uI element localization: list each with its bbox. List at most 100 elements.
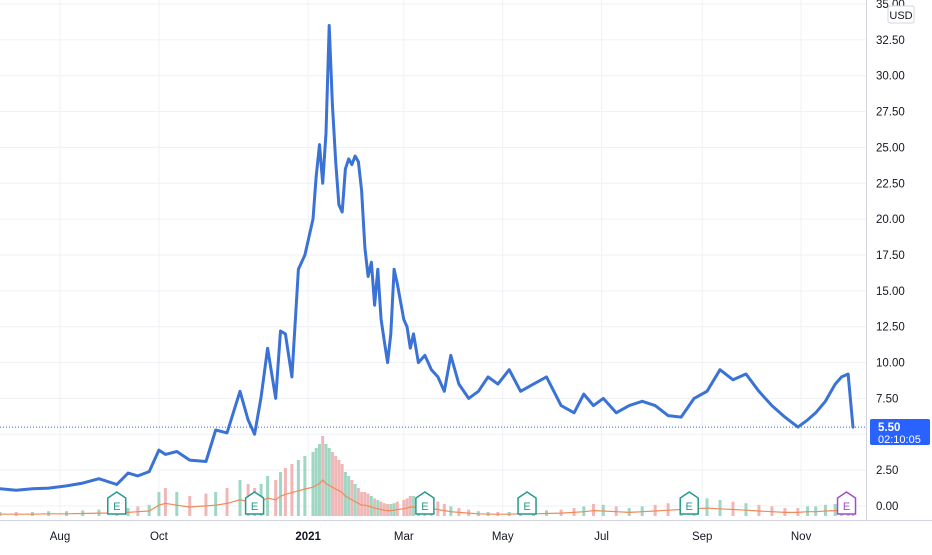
time-axis[interactable]: Aug Oct 2021 Mar May Jul Sep Nov (50, 531, 812, 543)
volume-bar (321, 436, 325, 516)
volume-bar (376, 500, 380, 516)
y-tick-label: 22.50 (876, 178, 905, 190)
earnings-marker[interactable]: E (679, 491, 699, 515)
volume-bar (353, 484, 357, 516)
bar-countdown: 02:10:05 (878, 434, 921, 446)
volume-bar (373, 498, 377, 516)
volume-bar (327, 448, 331, 516)
y-tick-label: 10.00 (876, 358, 905, 370)
volume-bar (163, 488, 167, 516)
earnings-marker-shape (679, 491, 699, 515)
earnings-marker[interactable]: E (415, 491, 435, 515)
x-tick-label: 2021 (295, 531, 321, 543)
volume-bar (204, 493, 208, 516)
volume-bar (337, 460, 341, 516)
volume-bar (718, 500, 722, 516)
earnings-marker-shape (415, 491, 435, 515)
volume-bar (283, 468, 287, 516)
y-tick-label: 32.50 (876, 35, 905, 47)
y-tick-label: 2.50 (876, 465, 898, 477)
y-tick-label: 17.50 (876, 250, 905, 262)
volume-bar (334, 456, 338, 516)
earnings-marker[interactable]: E (836, 491, 857, 515)
volume-bar (330, 452, 334, 516)
volume-bar (343, 472, 347, 516)
volume-bar (311, 452, 315, 516)
volume-bar (592, 504, 596, 516)
volume-bar (360, 492, 364, 516)
currency-label: USD (889, 10, 912, 22)
earnings-marker-label: E (113, 501, 120, 513)
earnings-marker-label: E (251, 501, 258, 513)
volume-bar (214, 492, 218, 516)
x-tick-label: Aug (50, 531, 70, 543)
earnings-marker[interactable]: E (517, 491, 537, 515)
last-price-label (870, 419, 930, 445)
earnings-marker-label: E (421, 501, 428, 513)
y-tick-label: 30.00 (876, 71, 905, 83)
volume-bar (279, 472, 283, 516)
y-tick-label: 12.50 (876, 322, 905, 334)
volume-bar (653, 504, 657, 516)
earnings-marker-shape (244, 491, 265, 515)
volume-bar (188, 496, 192, 516)
volume-bar (408, 496, 412, 516)
volume-bar (175, 492, 179, 516)
volume-bar (833, 504, 837, 516)
volume-bar (303, 456, 307, 516)
volume-bar (366, 493, 370, 516)
volume-bar (436, 501, 440, 516)
currency-badge[interactable] (887, 5, 915, 24)
volume-bar (238, 480, 242, 516)
volume-bar (274, 480, 278, 516)
earnings-marker[interactable]: E (244, 491, 265, 515)
volume-bar (705, 498, 709, 516)
volume-bar (757, 504, 761, 516)
volume-bar (225, 488, 229, 516)
grid-lines (0, 0, 866, 520)
volume-bar (731, 501, 735, 516)
earnings-marker-shape (836, 491, 857, 515)
volume-bar (324, 444, 328, 516)
earnings-marker-label: E (843, 501, 850, 513)
earnings-marker-shape (517, 491, 537, 515)
volume-bar (369, 496, 373, 516)
volume-bar (350, 480, 354, 516)
volume-bar (412, 496, 416, 516)
y-tick-label: 20.00 (876, 214, 905, 226)
volume-average-line (0, 479, 854, 515)
last-price-value: 5.50 (878, 422, 900, 434)
volume-bar (266, 476, 270, 516)
x-tick-label: Oct (150, 531, 169, 543)
volume-bar (347, 476, 351, 516)
x-tick-label: Jul (594, 531, 609, 543)
earnings-marker-label: E (523, 501, 530, 513)
y-tick-label: 27.50 (876, 107, 905, 119)
earnings-marker-label: E (686, 501, 693, 513)
volume-bar (157, 492, 161, 516)
earnings-marker-shape (107, 491, 127, 515)
volume-bar (317, 444, 321, 516)
x-tick-label: Sep (692, 531, 712, 543)
volume-bar (290, 464, 294, 516)
volume-bar (402, 500, 406, 516)
y-tick-label: 0.00 (876, 501, 898, 513)
x-tick-label: Nov (791, 531, 812, 543)
volume-bar (340, 464, 344, 516)
earnings-marker[interactable]: E (107, 491, 127, 515)
volume-bar (356, 488, 360, 516)
y-tick-label: 7.50 (876, 393, 898, 405)
x-tick-label: Mar (394, 531, 414, 543)
y-tick-label: 15.00 (876, 286, 905, 298)
volume-bar (379, 501, 383, 516)
volume-bar (314, 448, 318, 516)
price-line (0, 24, 855, 492)
volume-bar (395, 501, 399, 516)
volume-bar (296, 460, 300, 516)
volume-bar (405, 498, 409, 516)
x-tick-label: May (492, 531, 514, 543)
y-tick-label: 25.00 (876, 142, 905, 154)
